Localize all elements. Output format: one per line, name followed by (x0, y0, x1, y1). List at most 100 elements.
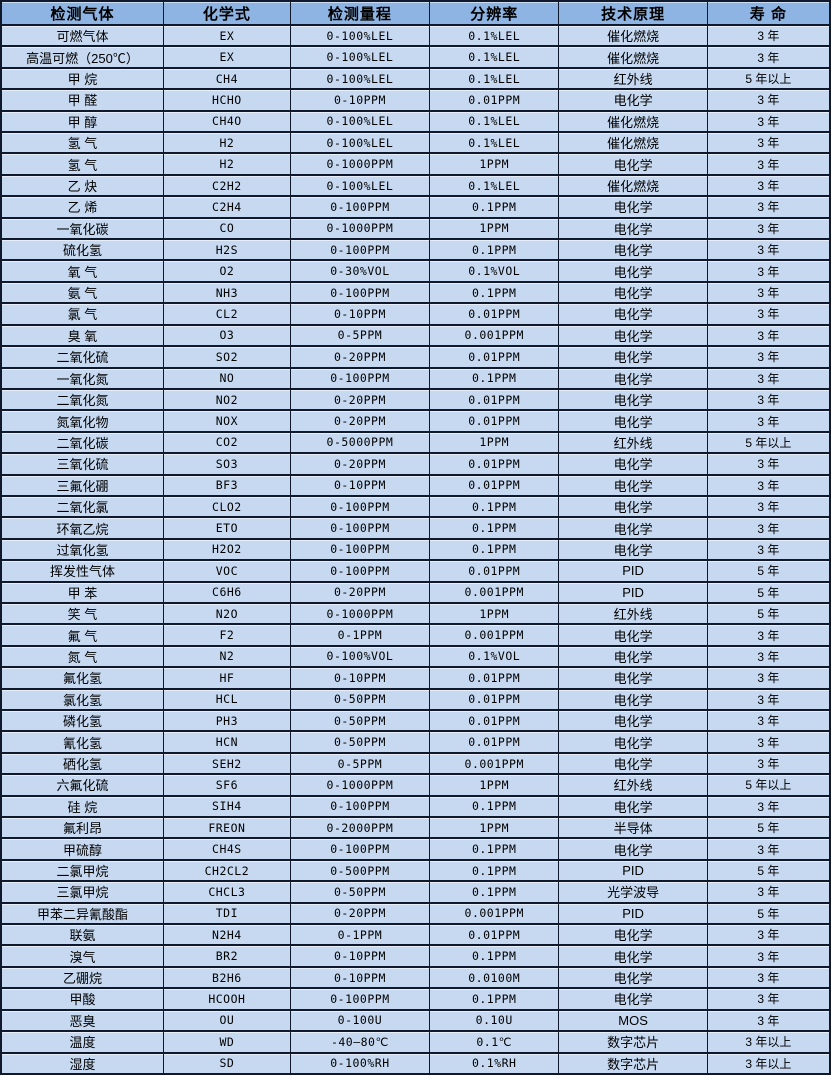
cell-resolution: 0.1PPM (429, 366, 560, 390)
cell-lifespan: 3 年 (706, 623, 831, 647)
cell-chemical-formula: TDI (162, 901, 291, 926)
cell-gas-name: 三氟化硼 (0, 473, 164, 497)
cell-lifespan: 3 年 (706, 109, 831, 134)
cell-chemical-formula: NO (162, 366, 291, 390)
cell-gas-name: 臭 氧 (0, 323, 164, 348)
cell-resolution: 0.01PPM (429, 452, 560, 476)
cell-lifespan: 3 年 (706, 173, 831, 198)
cell-resolution: 0.01PPM (429, 730, 560, 754)
cell-resolution: 0.1PPM (429, 987, 560, 1011)
cell-resolution: 0.1℃ (429, 1030, 560, 1054)
table-row: 氢 气 H2 0-100%LEL 0.1%LEL 催化燃烧 3 年 (0, 131, 831, 155)
table-row: 三氧化硫 SO3 0-20PPM 0.01PPM 电化学 3 年 (0, 452, 831, 476)
cell-resolution: 0.1PPM (429, 794, 560, 819)
cell-detection-range: 0-20PPM (289, 901, 431, 926)
column-header-resolution: 分辨率 (429, 0, 560, 26)
table-row: 二氧化硫 SO2 0-20PPM 0.01PPM 电化学 3 年 (0, 345, 831, 369)
cell-resolution: 0.1PPM (429, 195, 560, 219)
cell-lifespan: 3 年 (706, 88, 831, 112)
cell-resolution: 0.001PPM (429, 623, 560, 647)
cell-chemical-formula: VOC (162, 559, 291, 583)
cell-lifespan: 5 年以上 (706, 430, 831, 455)
cell-lifespan: 3 年 (706, 537, 831, 562)
cell-technology: 电化学 (558, 644, 708, 669)
cell-gas-name: 氨 气 (0, 280, 164, 305)
cell-lifespan: 3 年 (706, 409, 831, 433)
cell-gas-name: 乙硼烷 (0, 965, 164, 990)
cell-gas-name: 湿度 (0, 1051, 164, 1075)
cell-detection-range: 0-50PPM (289, 880, 431, 904)
table-row: 二氧化氯 CLO2 0-100PPM 0.1PPM 电化学 3 年 (0, 494, 831, 519)
cell-gas-name: 环氧乙烷 (0, 516, 164, 540)
cell-detection-range: 0-5000PPM (289, 430, 431, 455)
cell-chemical-formula: HCL (162, 687, 291, 712)
cell-gas-name: 溴气 (0, 944, 164, 968)
table-row: 笑 气 N2O 0-1000PPM 1PPM 红外线 5 年 (0, 601, 831, 626)
cell-resolution: 1PPM (429, 152, 560, 176)
cell-gas-name: 乙 烯 (0, 195, 164, 219)
cell-detection-range: 0-100U (289, 1008, 431, 1033)
cell-gas-name: 甲 烷 (0, 66, 164, 91)
column-header-gas-name: 检测气体 (0, 0, 164, 26)
table-row: 恶臭 OU 0-100U 0.10U MOS 3 年 (0, 1008, 831, 1033)
cell-lifespan: 5 年 (706, 858, 831, 883)
cell-chemical-formula: H2 (162, 152, 291, 176)
table-row: 一氧化碳 CO 0-1000PPM 1PPM 电化学 3 年 (0, 216, 831, 241)
cell-chemical-formula: SEH2 (162, 751, 291, 776)
cell-technology: PID (558, 901, 708, 926)
table-row: 氯化氢 HCL 0-50PPM 0.01PPM 电化学 3 年 (0, 687, 831, 712)
table-row: 二氯甲烷 CH2CL2 0-500PPM 0.1PPM PID 5 年 (0, 858, 831, 883)
cell-gas-name: 氢 气 (0, 152, 164, 176)
table-row: 挥发性气体 VOC 0-100PPM 0.01PPM PID 5 年 (0, 559, 831, 583)
table-row: 甲 醛 HCHO 0-10PPM 0.01PPM 电化学 3 年 (0, 88, 831, 112)
table-row: 一氧化氮 NO 0-100PPM 0.1PPM 电化学 3 年 (0, 366, 831, 390)
cell-detection-range: 0-20PPM (289, 580, 431, 604)
cell-detection-range: 0-500PPM (289, 858, 431, 883)
cell-lifespan: 5 年 (706, 601, 831, 626)
table-row: 温度 WD -40—80℃ 0.1℃ 数字芯片 3 年以上 (0, 1030, 831, 1054)
cell-resolution: 0.01PPM (429, 345, 560, 369)
cell-resolution: 1PPM (429, 430, 560, 455)
cell-gas-name: 三氯甲烷 (0, 880, 164, 904)
cell-lifespan: 5 年 (706, 816, 831, 840)
cell-gas-name: 二氧化碳 (0, 430, 164, 455)
cell-lifespan: 5 年 (706, 580, 831, 604)
cell-detection-range: 0-10PPM (289, 666, 431, 690)
cell-lifespan: 3 年 (706, 923, 831, 947)
cell-technology: 催化燃烧 (558, 45, 708, 69)
cell-resolution: 0.1PPM (429, 238, 560, 262)
cell-chemical-formula: H2O2 (162, 537, 291, 562)
cell-chemical-formula: PH3 (162, 708, 291, 733)
column-header-chemical-formula: 化学式 (162, 0, 291, 26)
cell-resolution: 0.1%VOL (429, 259, 560, 283)
table-row: 甲 苯 C6H6 0-20PPM 0.001PPM PID 5 年 (0, 580, 831, 604)
cell-detection-range: 0-100PPM (289, 238, 431, 262)
cell-resolution: 0.01PPM (429, 666, 560, 690)
cell-chemical-formula: NOX (162, 409, 291, 433)
cell-resolution: 0.1%LEL (429, 45, 560, 69)
cell-technology: 电化学 (558, 965, 708, 990)
cell-detection-range: 0-100%LEL (289, 23, 431, 48)
cell-resolution: 0.1%LEL (429, 23, 560, 48)
cell-detection-range: 0-20PPM (289, 409, 431, 433)
table-row: 可燃气体 EX 0-100%LEL 0.1%LEL 催化燃烧 3 年 (0, 23, 831, 48)
table-row: 环氧乙烷 ETO 0-100PPM 0.1PPM 电化学 3 年 (0, 516, 831, 540)
cell-technology: 催化燃烧 (558, 173, 708, 198)
cell-lifespan: 3 年 (706, 302, 831, 326)
cell-technology: 光学波导 (558, 880, 708, 904)
cell-lifespan: 5 年以上 (706, 66, 831, 91)
cell-gas-name: 乙 炔 (0, 173, 164, 198)
table-row: 硅 烷 SIH4 0-100PPM 0.1PPM 电化学 3 年 (0, 794, 831, 819)
cell-chemical-formula: CO2 (162, 430, 291, 455)
cell-gas-name: 三氧化硫 (0, 452, 164, 476)
header-row: 检测气体 化学式 检测量程 分辨率 技术原理寿 命 (0, 0, 831, 26)
cell-detection-range: 0-100PPM (289, 559, 431, 583)
cell-lifespan: 5 年 (706, 901, 831, 926)
cell-resolution: 0.01PPM (429, 708, 560, 733)
table-row: 联氨 N2H4 0-1PPM 0.01PPM 电化学 3 年 (0, 923, 831, 947)
cell-technology: MOS (558, 1008, 708, 1033)
cell-detection-range: 0-10PPM (289, 473, 431, 497)
cell-detection-range: 0-100PPM (289, 794, 431, 819)
cell-lifespan: 3 年 (706, 494, 831, 519)
cell-lifespan: 3 年 (706, 666, 831, 690)
